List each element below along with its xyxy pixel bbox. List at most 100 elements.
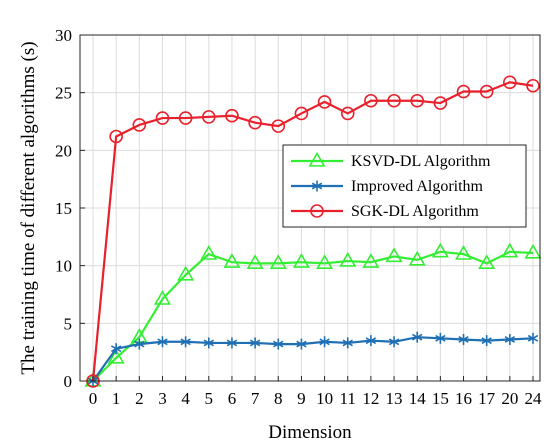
y-tick-label: 0 (64, 372, 73, 391)
y-tick-label: 5 (64, 314, 73, 333)
asterisk-marker (412, 331, 423, 343)
circle-marker (526, 78, 540, 93)
triangle-marker (200, 245, 218, 260)
asterisk-marker (342, 337, 353, 349)
legend: KSVD-DL Algorithm Improved Algorithm SGK-D… (282, 144, 527, 228)
legend-label: Improved Algorithm (351, 178, 484, 195)
x-tick-label: 10 (316, 389, 333, 408)
x-tick-label: 0 (89, 389, 98, 408)
triangle-marker (501, 242, 519, 258)
circle-marker (364, 93, 378, 108)
series-lines (84, 75, 542, 388)
circle-marker (248, 115, 262, 130)
y-tick-label: 20 (55, 141, 72, 160)
asterisk-marker (157, 336, 168, 348)
triangle-marker (524, 243, 542, 259)
circle-marker (479, 84, 494, 99)
asterisk-marker (311, 180, 323, 192)
x-tick-label: 8 (274, 389, 283, 408)
x-tick-label: 3 (158, 389, 167, 408)
circle-marker (310, 204, 324, 218)
x-tick-label: 12 (362, 389, 379, 408)
circle-marker (201, 110, 216, 124)
x-tick-label: 2 (135, 389, 144, 408)
triangle-marker (246, 254, 264, 270)
triangle-marker (385, 247, 403, 263)
asterisk-marker (481, 335, 492, 347)
asterisk-marker (458, 333, 469, 345)
x-tick-label: 1 (112, 389, 121, 408)
y-axis-label: The training time of different algorithm… (18, 41, 39, 374)
triangle-marker (292, 253, 310, 268)
triangle-marker (269, 254, 287, 270)
asterisk-marker (226, 337, 238, 349)
asterisk-marker (504, 333, 516, 345)
legend-label: SGK-DL Algorithm (351, 203, 479, 220)
x-tick-label: 16 (455, 389, 472, 408)
triangle-marker (316, 254, 334, 270)
x-tick-label: 11 (340, 389, 356, 408)
series-circle (86, 75, 540, 388)
series-line (92, 336, 534, 382)
circle-marker (178, 111, 193, 125)
triangle-marker (431, 242, 449, 258)
triangle-marker (455, 245, 473, 260)
triangle-marker (223, 253, 241, 268)
circle-marker (317, 95, 332, 109)
circle-marker (225, 108, 239, 123)
triangle-marker (308, 151, 326, 167)
circle-marker (109, 129, 123, 144)
circle-marker (132, 118, 147, 132)
circle-marker (456, 84, 471, 99)
series-asterisk (87, 331, 539, 387)
asterisk-marker (273, 338, 284, 350)
circle-marker (340, 106, 355, 121)
circle-marker (410, 93, 425, 108)
series-line (91, 81, 534, 382)
circle-marker (294, 106, 309, 121)
x-tick-label: 13 (386, 389, 403, 408)
x-tick-label: 4 (181, 389, 190, 408)
triangle-marker (408, 250, 426, 266)
asterisk-marker (435, 332, 446, 344)
series-triangle (84, 242, 542, 387)
asterisk-marker (365, 335, 377, 347)
triangle-marker (362, 253, 380, 268)
triangle-marker (153, 290, 171, 305)
circle-marker (271, 119, 286, 133)
asterisk-marker (134, 338, 145, 350)
circle-marker (387, 93, 401, 108)
triangle-marker (177, 265, 195, 281)
legend-entry: SGK-DL Algorithm (291, 203, 479, 220)
legend-entry: KSVD-DL Algorithm (291, 151, 491, 170)
y-tick-label: 30 (55, 26, 72, 45)
asterisk-marker (388, 336, 400, 348)
circle-marker (433, 96, 448, 110)
legend-entry: Improved Algorithm (291, 178, 484, 195)
circle-marker (503, 75, 517, 90)
x-tick-label: 7 (251, 389, 260, 408)
x-tick-label: 15 (432, 389, 449, 408)
asterisk-marker (319, 336, 330, 348)
triangle-marker (478, 254, 496, 270)
x-axis-label: Dimension (268, 422, 352, 443)
asterisk-marker (296, 338, 307, 350)
circle-marker (155, 111, 170, 125)
x-tick-label: 17 (478, 389, 496, 408)
x-tick-label: 14 (409, 389, 427, 408)
y-tick-label: 15 (55, 199, 72, 218)
legend-label: KSVD-DL Algorithm (351, 153, 491, 170)
triangle-marker (339, 251, 357, 267)
x-tick-label: 5 (205, 389, 214, 408)
asterisk-marker (110, 343, 122, 355)
y-tick-label: 10 (55, 257, 72, 276)
x-tick-label: 24 (525, 389, 543, 408)
asterisk-marker (527, 332, 539, 344)
x-tick-label: 6 (228, 389, 237, 408)
triangle-marker (107, 348, 125, 364)
x-tick-label: 9 (297, 389, 306, 408)
asterisk-marker (203, 337, 214, 349)
